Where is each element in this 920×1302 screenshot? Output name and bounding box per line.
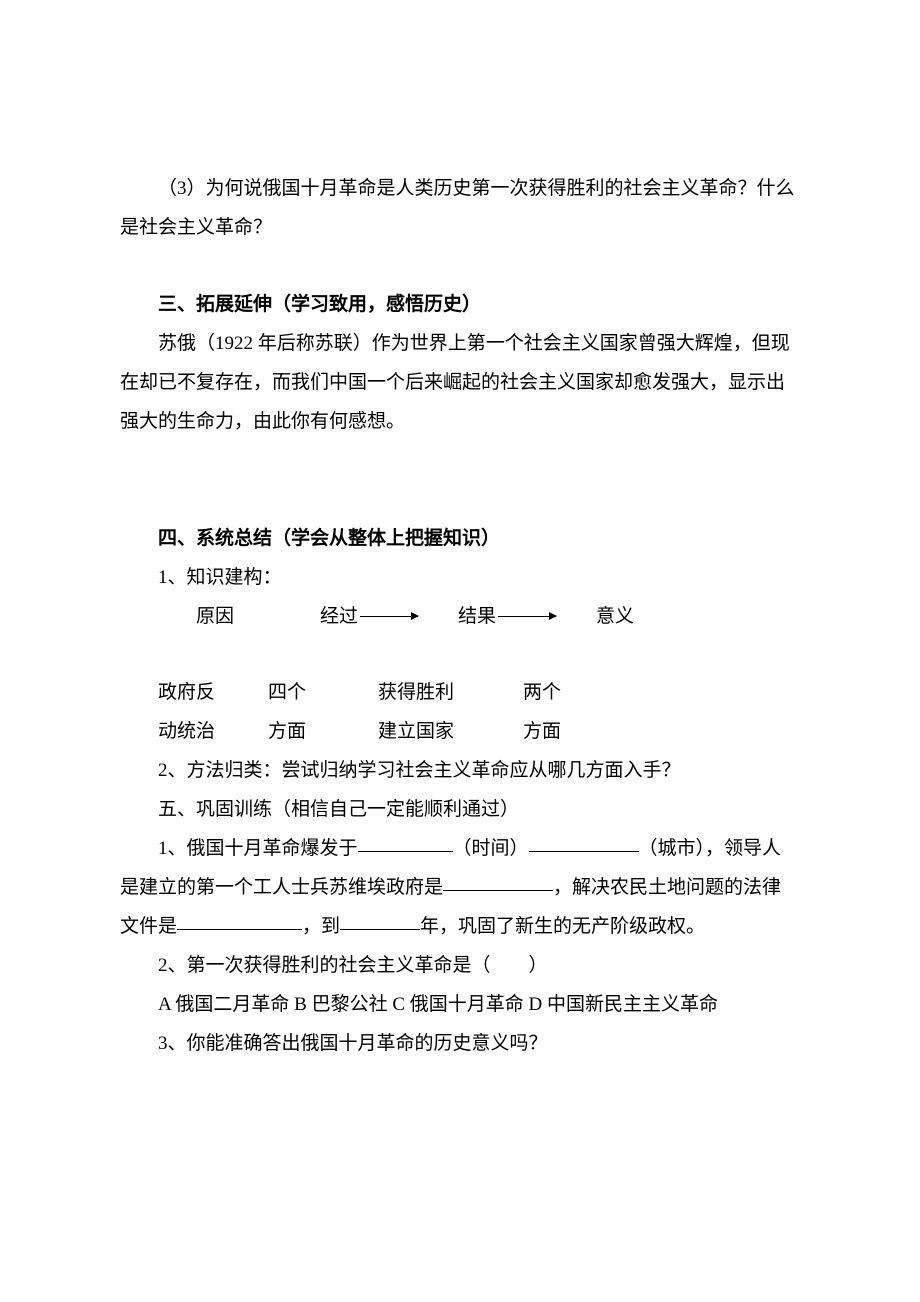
grid-cell: 两个 bbox=[523, 674, 561, 713]
arrow-icon bbox=[360, 616, 418, 617]
fill-blank[interactable] bbox=[340, 908, 420, 930]
fill-blank[interactable] bbox=[529, 830, 639, 852]
grid-cell: 建立国家 bbox=[378, 713, 523, 752]
flow-node-meaning: 意义 bbox=[558, 598, 634, 637]
grid-cell: 方面 bbox=[523, 713, 561, 752]
flow-diagram: 原因 经过 结果 意义 bbox=[120, 598, 800, 637]
section-5-heading: 五、巩固训练（相信自己一定能顺利通过） bbox=[120, 791, 800, 830]
section-4-item2: 2、方法归类：尝试归纳学习社会主义革命应从哪几方面入手？ bbox=[120, 752, 800, 791]
section-3-body: 苏俄（1922 年后称苏联）作为世界上第一个社会主义国家曾强大辉煌，但现在却已不… bbox=[120, 325, 800, 442]
grid-cell: 政府反 bbox=[158, 674, 268, 713]
fill-blank[interactable] bbox=[358, 830, 453, 852]
section-5-q2-stem: 2、第一次获得胜利的社会主义革命是（ ） bbox=[120, 947, 800, 986]
question-3: （3）为何说俄国十月革命是人类历史第一次获得胜利的社会主义革命？什么是社会主义革… bbox=[120, 170, 800, 248]
grid-row-1: 政府反 四个 获得胜利 两个 bbox=[120, 674, 800, 713]
document-page: （3）为何说俄国十月革命是人类历史第一次获得胜利的社会主义革命？什么是社会主义革… bbox=[0, 0, 920, 1164]
grid-cell: 方面 bbox=[268, 713, 378, 752]
section-3-heading: 三、拓展延伸（学习致用，感悟历史） bbox=[120, 286, 800, 325]
section-5-q2-options: A 俄国二月革命 B 巴黎公社 C 俄国十月革命 D 中国新民主主义革命 bbox=[120, 986, 800, 1025]
q1-text: （时间） bbox=[453, 838, 529, 859]
flow-node-result: 结果 bbox=[420, 598, 496, 637]
grid-cell: 四个 bbox=[268, 674, 378, 713]
grid-cell: 动统治 bbox=[158, 713, 268, 752]
fill-blank[interactable] bbox=[177, 908, 302, 930]
section-5-q3: 3、你能准确答出俄国十月革命的历史意义吗？ bbox=[120, 1025, 800, 1064]
arrow-icon bbox=[498, 616, 556, 617]
spacer bbox=[120, 248, 800, 286]
section-4-item1-label: 1、知识建构： bbox=[120, 559, 800, 598]
q1-text: 1、俄国十月革命爆发于 bbox=[158, 838, 358, 859]
q1-text: 年，巩固了新生的无产阶级政权。 bbox=[420, 916, 705, 937]
flow-node-process: 经过 bbox=[282, 598, 358, 637]
section-4-heading: 四、系统总结（学会从整体上把握知识） bbox=[120, 520, 800, 559]
fill-blank[interactable] bbox=[443, 869, 553, 891]
grid-row-2: 动统治 方面 建立国家 方面 bbox=[120, 713, 800, 752]
grid-cell: 获得胜利 bbox=[378, 674, 523, 713]
spacer bbox=[120, 636, 800, 674]
flow-node-cause: 原因 bbox=[158, 598, 234, 637]
section-5-q1: 1、俄国十月革命爆发于（时间）（城市），领导人是建立的第一个工人士兵苏维埃政府是… bbox=[120, 830, 800, 947]
q1-text: ，到 bbox=[302, 916, 340, 937]
spacer bbox=[120, 442, 800, 520]
